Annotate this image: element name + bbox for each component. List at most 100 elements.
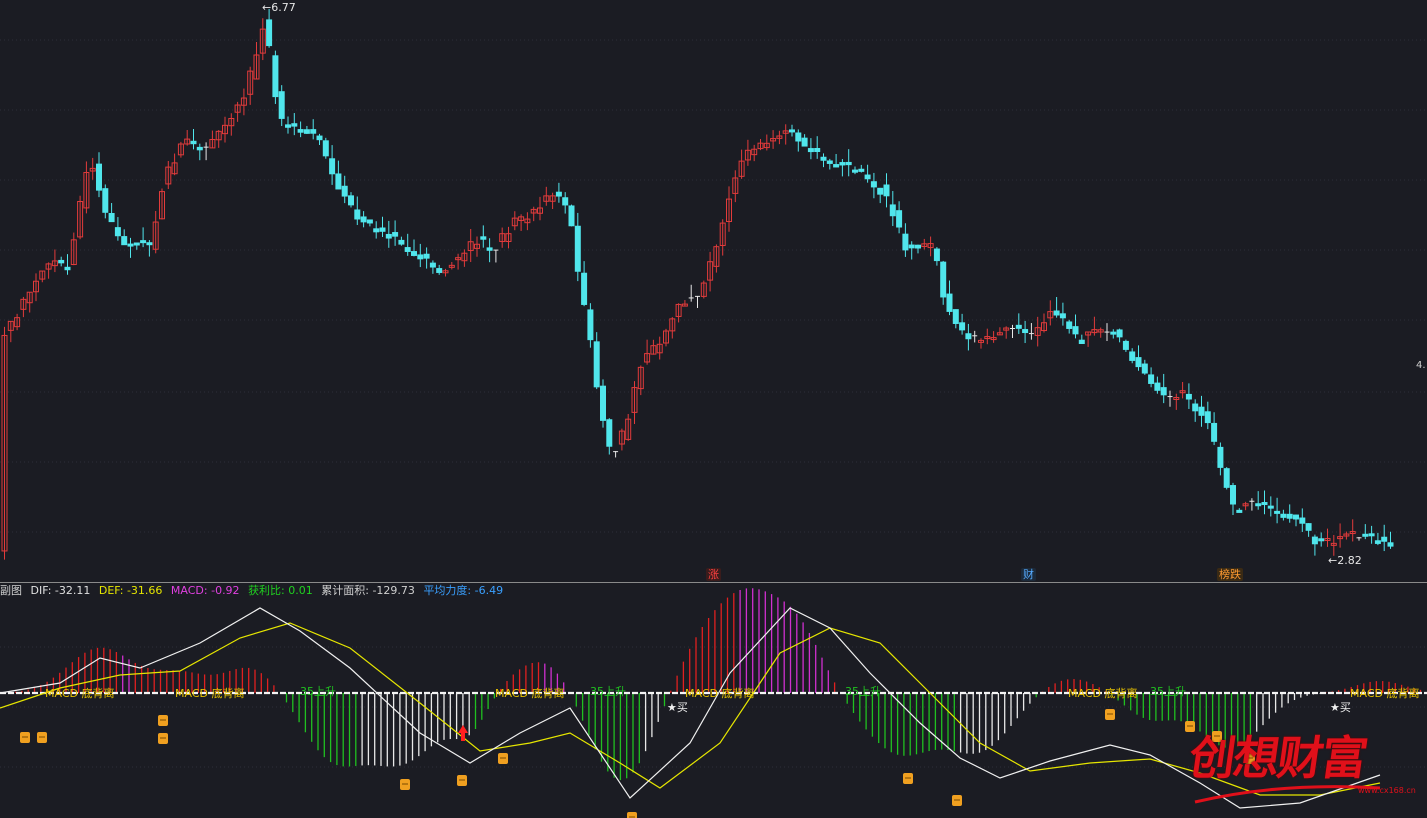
candle-body <box>341 185 348 197</box>
candle-body <box>448 264 455 268</box>
candle-body <box>1286 513 1293 519</box>
candle-body <box>253 54 260 80</box>
candle-body <box>278 91 285 119</box>
price-high-label: ←6.77 <box>262 1 296 14</box>
candle-body <box>442 270 449 274</box>
candle-body <box>1185 393 1192 400</box>
candle-body <box>285 124 291 128</box>
watermark-swoosh <box>1194 785 1381 804</box>
price-candlestick-chart[interactable] <box>0 0 1427 582</box>
candle-body <box>996 332 1003 336</box>
watermark-swoosh-path <box>1194 785 1381 804</box>
candle-body <box>215 130 222 141</box>
candle-body <box>650 345 657 355</box>
candle-body <box>348 195 354 206</box>
candle-body <box>883 184 890 197</box>
candle-body <box>1368 533 1375 537</box>
candle-body <box>7 320 14 331</box>
candle-body <box>385 233 392 239</box>
candle-body <box>946 293 953 312</box>
candle-body <box>675 303 682 317</box>
legend-profit-ratio: 获利比: 0.01 <box>248 584 313 597</box>
candle-body <box>1211 422 1218 442</box>
candle-body <box>461 252 468 262</box>
candle-body <box>1116 329 1123 338</box>
candle-body <box>133 242 140 246</box>
divergence-label: MACD 底背离 <box>1068 686 1137 700</box>
candle-body <box>700 282 707 297</box>
candle-body <box>732 177 739 194</box>
candle-body <box>637 366 644 390</box>
candle-body <box>96 163 102 191</box>
candle-body <box>1330 542 1337 546</box>
candle-body <box>1072 326 1079 335</box>
subchart-title[interactable]: 副图 <box>0 584 22 597</box>
candle-body <box>404 247 411 252</box>
candle-body <box>978 339 984 343</box>
candle-body <box>366 219 373 224</box>
candle-body <box>707 261 714 281</box>
candle-body <box>303 129 310 134</box>
event-badge-cai[interactable]: 财 <box>1021 568 1036 581</box>
candle-body <box>1078 339 1085 344</box>
candle-body <box>177 143 184 156</box>
candle-body <box>392 232 399 237</box>
candle-body <box>411 251 417 256</box>
panel-divider[interactable] <box>0 582 1427 583</box>
candle-body <box>839 162 846 166</box>
candle-body <box>625 418 632 440</box>
candle-body <box>499 233 506 242</box>
legend-average-force: 平均力度: -6.49 <box>423 584 504 597</box>
candle-body <box>852 169 858 173</box>
candle-body <box>1015 324 1022 329</box>
candle-body <box>1122 340 1129 350</box>
legend-cumulative-area: 累计面积: -129.73 <box>321 584 415 597</box>
candle-body <box>990 337 997 341</box>
event-badge-bang[interactable]: 榜跌 <box>1217 568 1243 581</box>
candle-body <box>114 227 121 237</box>
candle-body <box>1192 403 1199 412</box>
candle-body <box>1387 542 1394 547</box>
candle-body <box>33 280 39 293</box>
candle-body <box>480 236 487 240</box>
up-arrow-icon <box>458 725 468 741</box>
candle-body <box>763 142 770 149</box>
macd-indicator-chart[interactable]: MACD 底背离 MACD 底背离 MACD 底背离 MACD 底背离 MACD 底背离… <box>0 583 1427 818</box>
candle-body <box>417 254 424 260</box>
candle-body <box>70 239 77 266</box>
candle-body <box>259 28 266 54</box>
candle-body <box>795 132 802 142</box>
candle-body <box>310 129 317 134</box>
candle-body <box>1003 327 1010 331</box>
candle-body <box>738 160 745 177</box>
candle-body <box>1242 503 1249 507</box>
candle-body <box>959 322 966 331</box>
candle-body <box>1135 357 1142 368</box>
candle-body <box>272 55 279 98</box>
candle-body <box>587 309 594 341</box>
rise-label: 35上升 <box>590 685 626 698</box>
candle-body <box>121 236 128 246</box>
candle-body <box>1349 531 1356 535</box>
legend-dif: DIF: -32.11 <box>30 584 91 597</box>
candle-body <box>1217 446 1224 468</box>
candle-body <box>190 140 197 145</box>
candle-body <box>240 97 247 106</box>
event-badge-zhang[interactable]: 涨 <box>706 568 721 581</box>
candle-body <box>801 137 808 147</box>
candle-body <box>1097 329 1104 333</box>
candle-body <box>656 343 663 354</box>
candle-body <box>291 123 298 127</box>
candle-body <box>1129 351 1136 361</box>
candle-body <box>373 228 380 233</box>
candle-body <box>467 241 474 252</box>
candle-body <box>826 160 833 164</box>
candle-body <box>1059 313 1066 319</box>
candle-body <box>77 201 84 238</box>
candle-body <box>1141 363 1148 374</box>
candle-body <box>159 191 165 220</box>
candle-body <box>574 225 581 272</box>
candle-body <box>719 222 726 246</box>
candle-body <box>757 142 764 150</box>
candle-body <box>360 216 367 223</box>
